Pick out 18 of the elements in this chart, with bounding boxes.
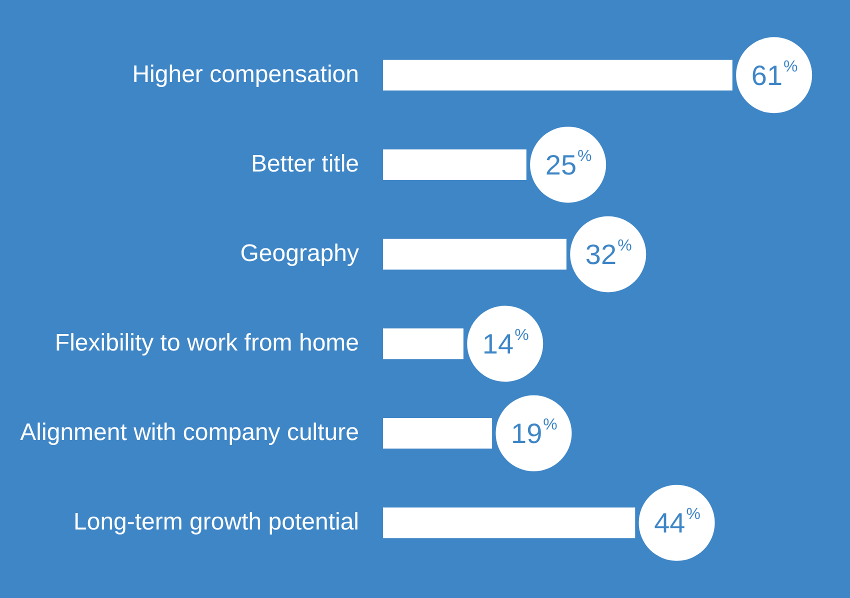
y-tick-label: Alignment with company culture: [20, 418, 359, 446]
data-label: 14%: [482, 327, 529, 360]
y-tick-label: Geography: [240, 240, 359, 267]
data-label: 44%: [654, 506, 700, 539]
bar: [383, 508, 636, 538]
y-tick-label: Higher compensation: [132, 60, 359, 88]
y-tick-label: Flexibility to work from home: [54, 329, 359, 356]
data-label: 25%: [545, 148, 592, 180]
bar: [383, 60, 732, 90]
data-label: 61%: [751, 58, 798, 91]
y-tick-label: Better title: [250, 150, 359, 178]
bar: [383, 418, 492, 449]
y-tick-label: Long-term growth potential: [74, 508, 359, 536]
data-label: 19%: [511, 416, 558, 450]
data-label: 32%: [585, 238, 632, 270]
bar: [383, 149, 526, 180]
bar: [383, 238, 566, 270]
bar: [383, 328, 464, 360]
